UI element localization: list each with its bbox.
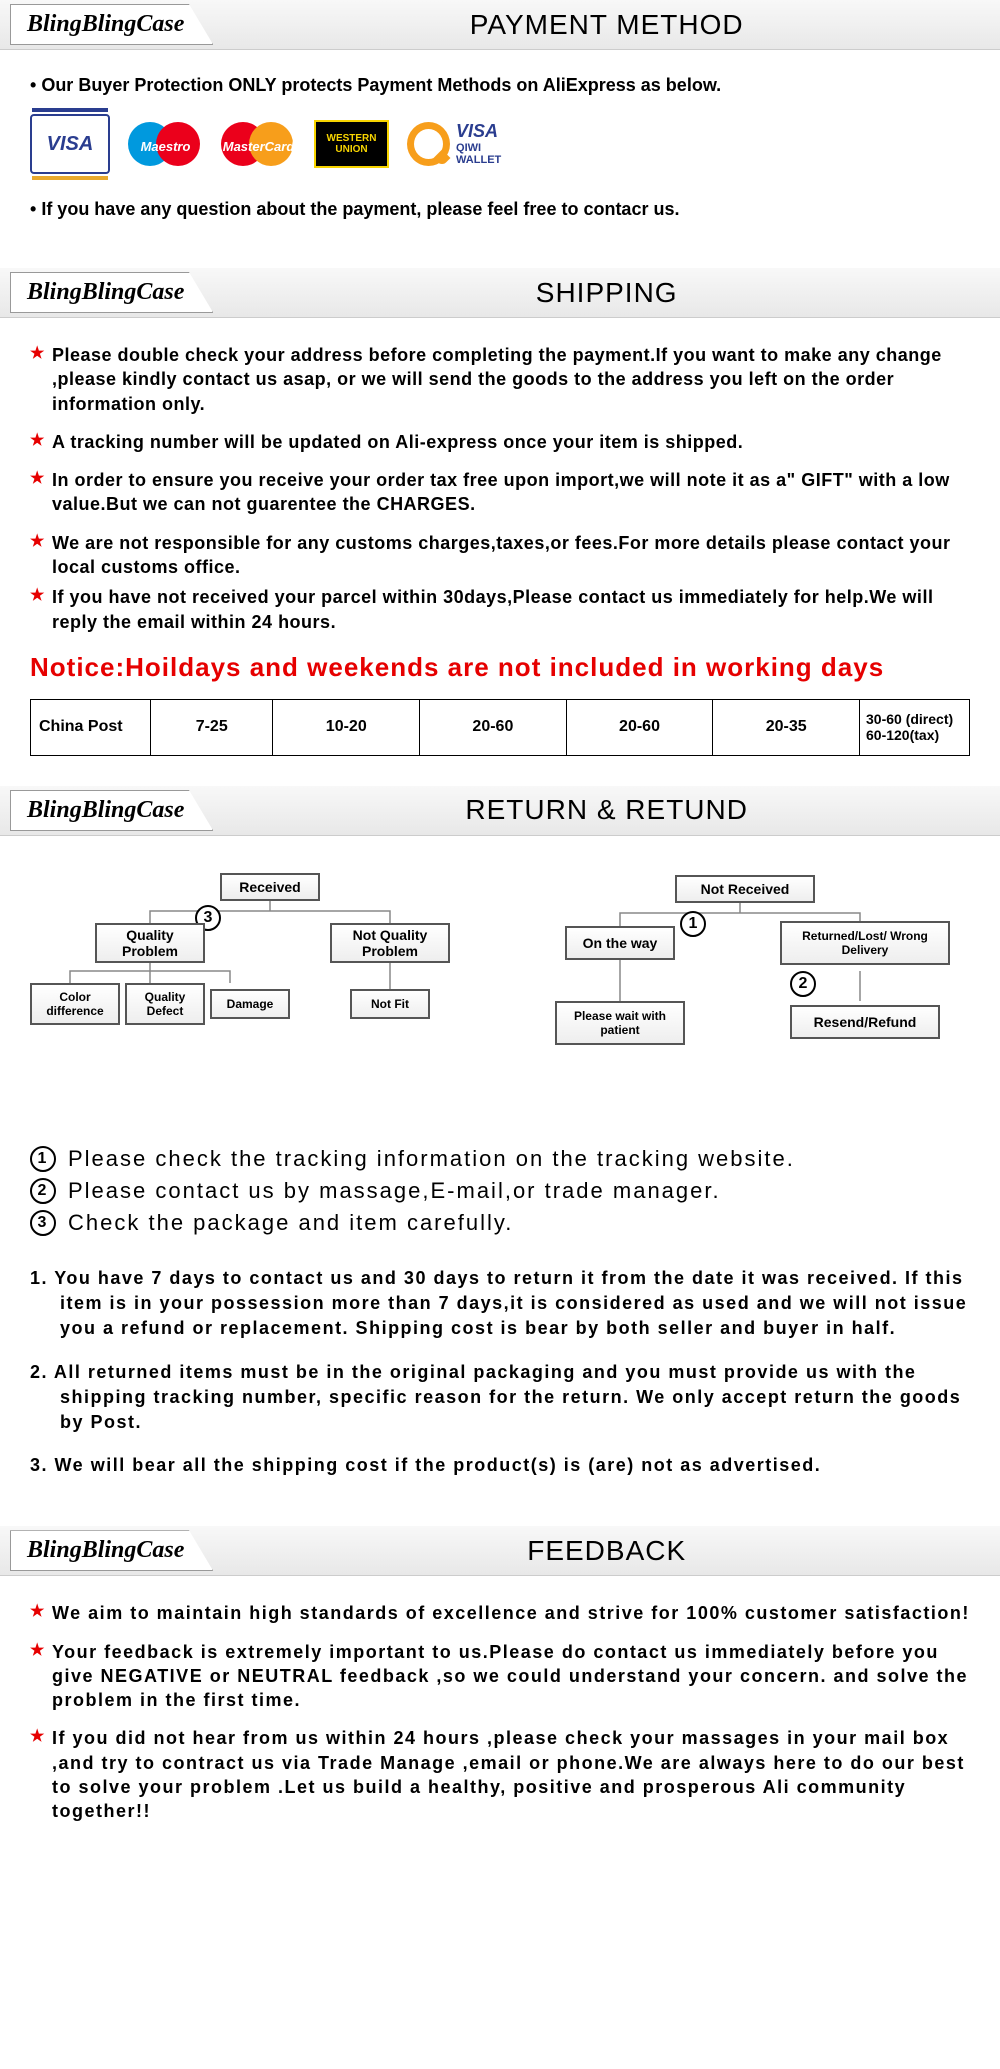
brand-tab: BlingBlingCase [10,4,213,45]
table-row: China Post 7-25 10-20 20-60 20-60 20-35 … [31,699,970,755]
brand-tab: BlingBlingCase [10,790,213,831]
shipping-table: China Post 7-25 10-20 20-60 20-60 20-35 … [30,699,970,756]
mastercard-logo: MasterCard [221,114,296,174]
payment-logos-row: VISA Maestro MasterCard WESTERN UNION VI… [30,114,970,174]
shipping-item: A tracking number will be updated on Ali… [30,430,970,454]
shipping-starlist: Please double check your address before … [30,343,970,634]
brand-tab: BlingBlingCase [10,1530,213,1571]
return-rules: 1. You have 7 days to contact us and 30 … [30,1266,970,1478]
feedback-item: Your feedback is extremely important to … [30,1640,970,1713]
western-union-logo: WESTERN UNION [314,120,389,168]
section-header-payment: BlingBlingCase PAYMENT METHOD [0,0,1000,50]
maestro-logo: Maestro [128,114,203,174]
payment-line2: If you have any question about the payme… [30,199,970,220]
flow-not-received: Not Received 1 On the way Returned/Lost/… [510,871,970,1096]
shipping-item: If you have not received your parcel wit… [30,585,970,634]
visa-logo: VISA [30,114,110,174]
payment-line1: Our Buyer Protection ONLY protects Payme… [30,75,970,96]
shipping-item: We are not responsible for any customs c… [30,531,970,580]
flow-received: Received 3 Quality Problem Not Quality P… [30,871,490,1096]
section-header-return: BlingBlingCase RETURN & RETUND [0,786,1000,836]
section-title-feedback: FEEDBACK [213,1535,1000,1567]
brand-tab: BlingBlingCase [10,272,213,313]
section-header-feedback: BlingBlingCase FEEDBACK [0,1526,1000,1576]
return-numbered-steps: 1Please check the tracking information o… [30,1146,970,1236]
section-title-shipping: SHIPPING [213,277,1000,309]
feedback-item: We aim to maintain high standards of exc… [30,1601,970,1625]
feedback-starlist: We aim to maintain high standards of exc… [30,1601,970,1823]
section-title-return: RETURN & RETUND [213,794,1000,826]
return-flowchart: Received 3 Quality Problem Not Quality P… [30,861,970,1116]
section-header-shipping: BlingBlingCase SHIPPING [0,268,1000,318]
section-title-payment: PAYMENT METHOD [213,9,1000,41]
shipping-item: Please double check your address before … [30,343,970,416]
feedback-item: If you did not hear from us within 24 ho… [30,1726,970,1823]
qiwi-logo: VISAQIWI WALLET [407,114,527,174]
shipping-notice: Notice:Hoildays and weekends are not inc… [30,652,970,683]
shipping-item: In order to ensure you receive your orde… [30,468,970,517]
